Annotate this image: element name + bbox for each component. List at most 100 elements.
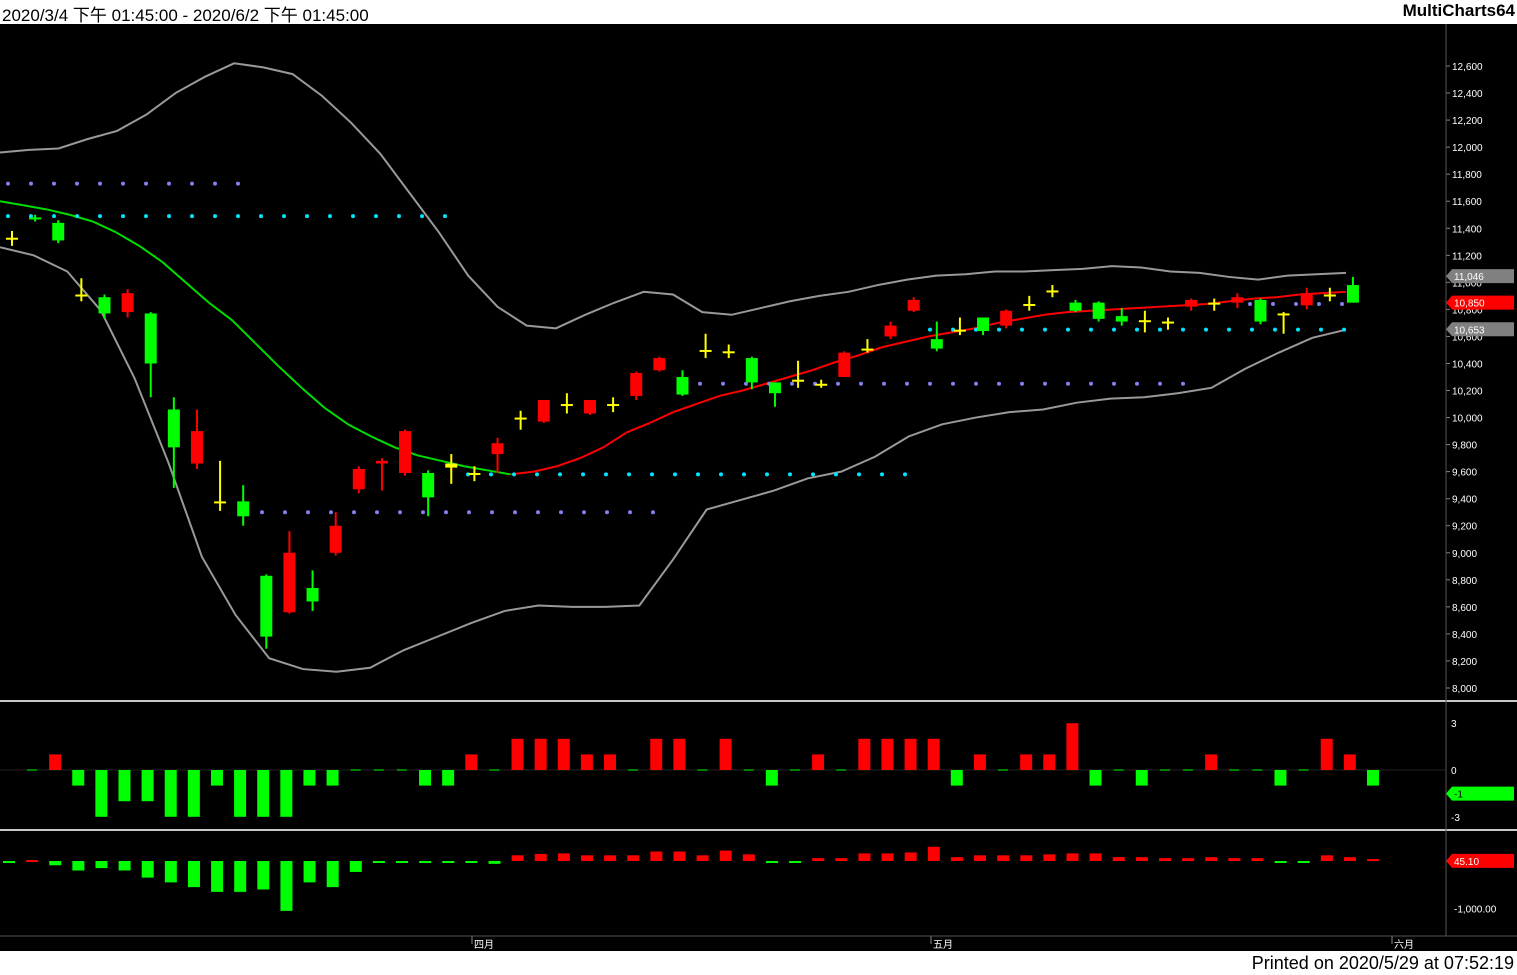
histogram-bar <box>419 770 432 786</box>
candle-body <box>1231 297 1244 303</box>
price-tick-label: 11,600 <box>1452 197 1482 208</box>
volume-bar <box>303 861 316 883</box>
level-dot-purple-3 <box>1089 381 1093 386</box>
moving-average-segment <box>672 403 697 414</box>
level-dot-cyan-1 <box>75 214 79 219</box>
level-dot-cyan-1 <box>443 214 447 219</box>
moving-average-segment <box>184 281 210 304</box>
price-tick-label: 10,600 <box>1452 332 1483 343</box>
candle-body <box>537 399 550 422</box>
candle-body <box>745 358 758 383</box>
moving-average-segment <box>928 331 952 338</box>
price-tag-label: 10,850 <box>1454 299 1485 310</box>
moving-average-segment <box>904 335 929 343</box>
volume-bar <box>858 853 871 861</box>
volume-bar <box>95 861 108 869</box>
volume-bar <box>881 853 894 861</box>
level-dot-purple-2 <box>398 510 402 515</box>
level-dot-purple-2 <box>375 510 379 515</box>
level-dot-cyan-2 <box>811 472 815 477</box>
chart-canvas[interactable]: 8,000 8,200 8,400 8,600 8,800 9,000 9,200 9,400… <box>0 24 1517 951</box>
candle-body <box>422 473 435 498</box>
candle-body <box>52 222 65 241</box>
histogram-pane[interactable]: 3 0 -3 -1 <box>0 719 1514 824</box>
price-tag-label: 10,653 <box>1454 325 1485 336</box>
volume-bar <box>349 861 362 872</box>
level-dot-cyan-1 <box>167 214 171 219</box>
volume-bar <box>1135 857 1148 861</box>
price-pane[interactable]: 8,000 8,200 8,400 8,600 8,800 9,000 9,200 9,400… <box>0 62 1514 695</box>
histogram-bar <box>881 738 894 770</box>
histogram-tick-label: -3 <box>1451 813 1460 824</box>
volume-bar <box>1043 854 1056 861</box>
volume-bar <box>974 855 987 861</box>
candle-body <box>792 379 805 382</box>
level-dot-purple-3 <box>698 381 702 386</box>
volume-bar <box>118 861 131 871</box>
moving-average-segment <box>208 301 233 322</box>
level-dot-purple-3 <box>744 381 748 386</box>
volume-bar <box>1228 858 1241 861</box>
moving-average-segment <box>417 454 442 462</box>
histogram-bar <box>1320 738 1333 770</box>
histogram-bar <box>1066 723 1079 770</box>
candle-body <box>884 325 897 337</box>
histogram-bar <box>141 770 154 802</box>
moving-average-segment <box>719 389 743 397</box>
level-dot-purple-4 <box>1317 301 1321 306</box>
price-tick-label: 8,400 <box>1452 630 1477 641</box>
volume-bar <box>1182 858 1195 861</box>
volume-bar <box>557 853 570 861</box>
level-dot-cyan-1 <box>29 214 33 219</box>
candle-body <box>722 351 735 354</box>
candle-body <box>1069 302 1082 311</box>
volume-bar <box>1020 855 1033 861</box>
histogram-bar <box>164 770 177 817</box>
moving-average-segment <box>347 423 372 438</box>
level-dot-purple-3 <box>1043 381 1047 386</box>
candle-body <box>653 358 666 371</box>
month-label: 五月 <box>933 939 953 951</box>
level-dot-cyan-3 <box>1342 327 1346 332</box>
moving-average-segment <box>1137 305 1161 310</box>
level-dot-cyan-1 <box>236 214 240 219</box>
candle-body <box>584 399 596 414</box>
price-tick-label: 9,600 <box>1452 468 1477 479</box>
chart-footer: Printed on 2020/5/29 at 07:52:19 <box>0 951 1517 975</box>
histogram-tick-label: 0 <box>1451 766 1457 777</box>
candle-body <box>283 552 296 613</box>
level-dot-cyan-1 <box>213 214 217 219</box>
date-range-label: 2020/3/4 下午 01:45:00 - 2020/6/2 下午 01:45… <box>2 6 369 25</box>
histogram-bar <box>719 738 732 770</box>
price-tick-label: 8,600 <box>1452 603 1477 614</box>
volume-bar <box>164 861 177 883</box>
volume-histogram-pane[interactable]: -1,000.00 45.10 <box>3 846 1514 916</box>
histogram-tick-label: 3 <box>1451 719 1457 730</box>
volume-bar <box>326 861 339 888</box>
moving-average-segment <box>69 213 94 223</box>
moving-average-segment <box>695 394 720 405</box>
candle-body <box>1208 302 1221 305</box>
level-dot-purple-3 <box>790 381 794 386</box>
candle-body <box>375 460 388 464</box>
level-dot-cyan-3 <box>1020 327 1024 332</box>
level-dot-purple-3 <box>882 381 886 386</box>
histogram-bar <box>950 770 963 786</box>
moving-average-segment <box>370 435 395 449</box>
level-dot-purple-3 <box>974 381 978 386</box>
volume-bar <box>1089 853 1102 861</box>
price-tick-label: 11,800 <box>1452 170 1482 181</box>
volume-bar <box>488 861 501 864</box>
volume-bar <box>812 858 825 861</box>
level-dot-cyan-1 <box>305 214 309 219</box>
histogram-bar <box>1366 770 1379 786</box>
level-dot-purple-3 <box>1112 381 1116 386</box>
moving-average-segment <box>115 231 140 247</box>
moving-average-segment <box>626 422 651 434</box>
volume-bar <box>1297 861 1310 863</box>
level-dot-cyan-2 <box>512 472 516 477</box>
moving-average-segment <box>881 340 906 349</box>
volume-bar <box>511 855 524 861</box>
candle-body <box>1023 303 1036 306</box>
level-dot-cyan-2 <box>696 472 700 477</box>
